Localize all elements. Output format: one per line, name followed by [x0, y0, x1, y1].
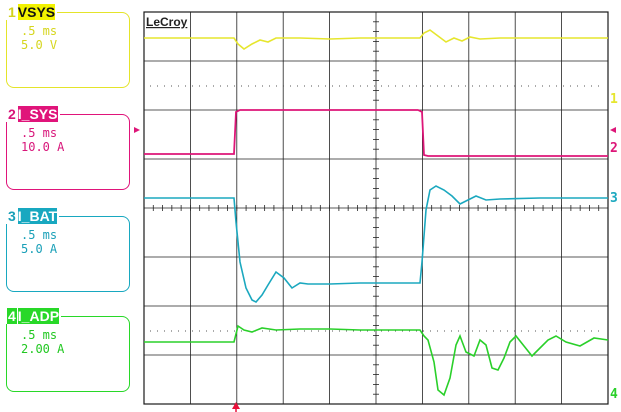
channel-panel-3[interactable]: 3 I_BAT .5 ms 5.0 A — [5, 208, 130, 292]
channel-1-header: 1 VSYS — [5, 4, 58, 20]
channel-panel-4[interactable]: 4 I_ADP .5 ms 2.00 A — [5, 308, 130, 392]
trace-marker-4: 4 — [610, 387, 618, 402]
channel-3-scale: 5.0 A — [21, 242, 58, 256]
ch2-offset-arrow-left — [134, 127, 140, 133]
channel-2-scale: 10.0 A — [21, 140, 65, 154]
channel-3-number: 3 — [8, 208, 16, 224]
channel-4-scale: 2.00 A — [21, 342, 65, 356]
channel-panel-1[interactable]: 1 VSYS .5 ms 5.0 V — [5, 4, 130, 88]
channel-4-name: I_ADP — [17, 308, 60, 324]
channel-1-scale: 5.0 V — [21, 38, 58, 52]
trace-ch4-iadp — [144, 324, 609, 397]
channel-4-number: 4 — [7, 308, 17, 324]
trace-ch2-isys — [144, 109, 608, 157]
channel-2-header: 2 I_SYS — [5, 106, 60, 122]
trace-ch1-vsys — [144, 29, 608, 50]
channel-1-timebase: .5 ms — [21, 24, 58, 38]
trace-marker-2: 2 — [610, 141, 618, 156]
trace-ch3-ibat — [144, 185, 608, 303]
channel-4-timebase: .5 ms — [21, 328, 58, 342]
channel-2-timebase: .5 ms — [21, 126, 58, 140]
channel-3-name: I_BAT — [17, 208, 58, 224]
channel-3-header: 3 I_BAT — [5, 208, 60, 224]
channel-panel-2[interactable]: 2 I_SYS .5 ms 10.0 A — [5, 106, 130, 190]
brand-logo: LeCroy — [146, 15, 188, 29]
trace-marker-3: 3 — [610, 191, 618, 206]
channel-3-timebase: .5 ms — [21, 228, 58, 242]
channel-1-number: 1 — [8, 4, 16, 20]
ch2-offset-arrow-right — [610, 127, 616, 133]
trigger-arrow-icon — [232, 402, 240, 412]
channel-2-number: 2 — [8, 106, 16, 122]
channel-2-name: I_SYS — [17, 106, 58, 122]
trace-marker-1: 1 — [610, 92, 618, 107]
channel-1-name: VSYS — [17, 4, 56, 20]
channel-4-header: 4 I_ADP — [5, 308, 62, 324]
graticule-ticks — [152, 21, 600, 395]
